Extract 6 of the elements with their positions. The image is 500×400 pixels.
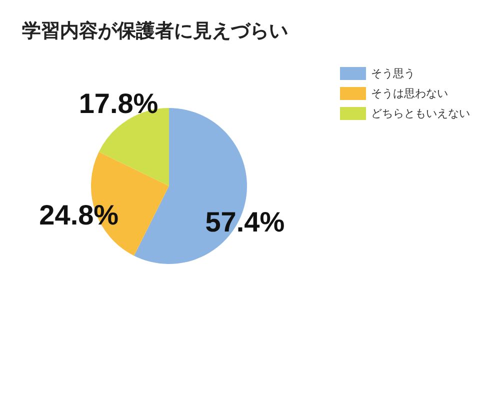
data-label: 57.4% <box>205 206 285 238</box>
legend-label: どちらともいえない <box>371 106 470 120</box>
legend-label: そう思う <box>371 66 415 80</box>
chart-title: 学習内容が保護者に見えづらい <box>22 19 288 44</box>
legend-label: そうは思わない <box>371 86 448 100</box>
data-label: 17.8% <box>78 88 158 120</box>
